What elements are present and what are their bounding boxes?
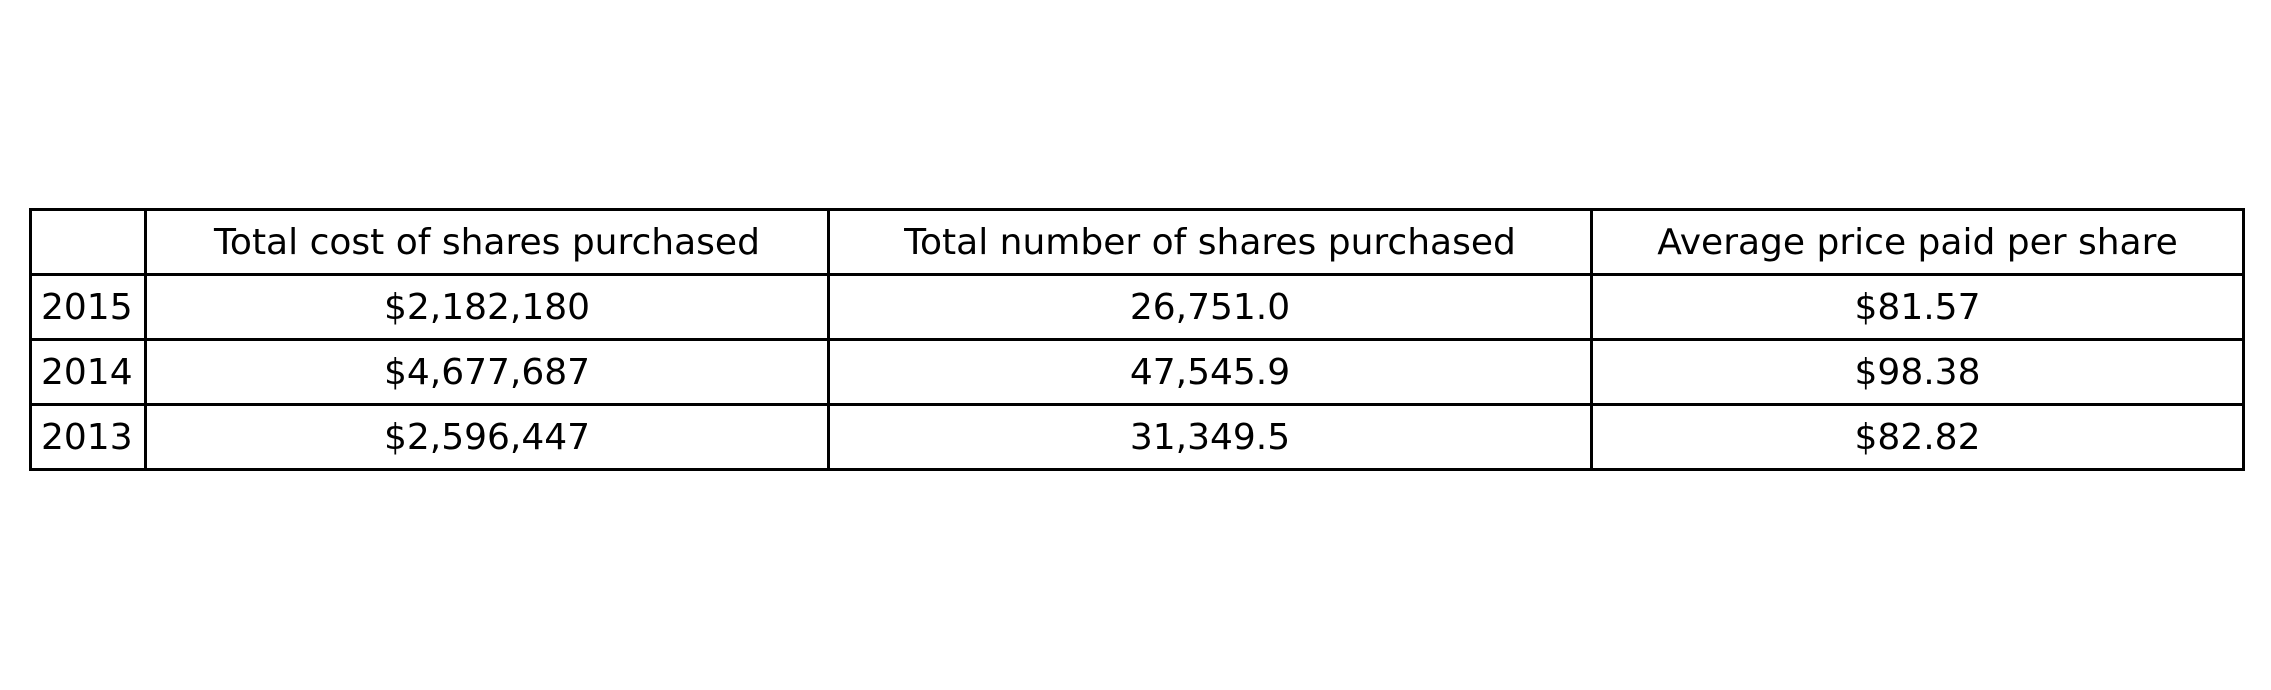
cell-total-number: 31,349.5	[827, 403, 1593, 471]
cell-average-price: $98.38	[1590, 338, 2245, 406]
cell-total-number: 26,751.0	[827, 273, 1593, 341]
cell-average-price: $81.57	[1590, 273, 2245, 341]
header-cell-total-cost: Total cost of shares purchased	[144, 208, 830, 276]
cell-total-cost: $4,677,687	[144, 338, 830, 406]
share-purchases-table-container: Total cost of shares purchased Total num…	[29, 208, 2245, 471]
table-row: 2013 $2,596,447 31,349.5 $82.82	[29, 403, 2245, 471]
table-row: 2015 $2,182,180 26,751.0 $81.57	[29, 273, 2245, 341]
row-label-year: 2014	[29, 338, 147, 406]
cell-total-number: 47,545.9	[827, 338, 1593, 406]
header-row: Total cost of shares purchased Total num…	[29, 208, 2245, 276]
header-cell-year	[29, 208, 147, 276]
table-row: 2014 $4,677,687 47,545.9 $98.38	[29, 338, 2245, 406]
header-cell-total-number: Total number of shares purchased	[827, 208, 1593, 276]
header-cell-average-price: Average price paid per share	[1590, 208, 2245, 276]
row-label-year: 2015	[29, 273, 147, 341]
share-purchases-table: Total cost of shares purchased Total num…	[29, 208, 2245, 471]
cell-average-price: $82.82	[1590, 403, 2245, 471]
cell-total-cost: $2,596,447	[144, 403, 830, 471]
row-label-year: 2013	[29, 403, 147, 471]
cell-total-cost: $2,182,180	[144, 273, 830, 341]
